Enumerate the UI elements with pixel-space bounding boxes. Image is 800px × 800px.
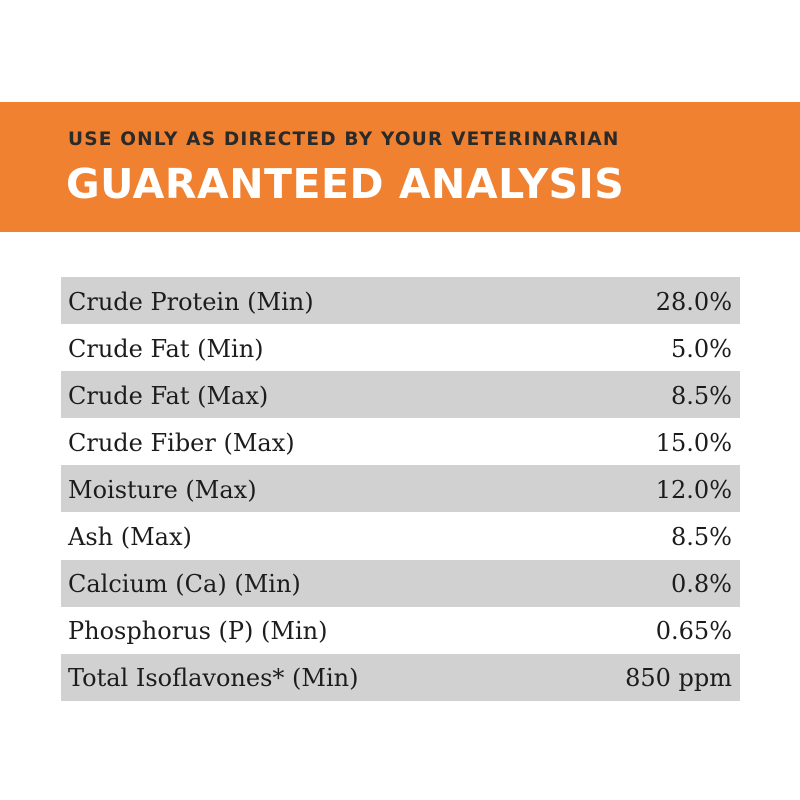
table-row: Ash (Max) 8.5%	[61, 512, 740, 559]
row-label: Total Isoflavones* (Min)	[68, 664, 359, 693]
row-label: Crude Fiber (Max)	[68, 428, 295, 457]
row-value: 850 ppm	[625, 664, 732, 693]
row-value: 5.0%	[671, 334, 732, 363]
page-title: GUARANTEED ANALYSIS	[66, 160, 625, 208]
table-row: Total Isoflavones* (Min) 850 ppm	[61, 653, 740, 701]
row-label: Moisture (Max)	[68, 475, 257, 504]
row-label: Crude Fat (Min)	[68, 334, 264, 363]
table-row: Moisture (Max) 12.0%	[61, 465, 740, 513]
header-banner: USE ONLY AS DIRECTED BY YOUR VETERINARIA…	[0, 102, 800, 232]
row-value: 0.8%	[671, 570, 732, 599]
row-value: 28.0%	[655, 287, 732, 316]
row-label: Crude Protein (Min)	[68, 287, 314, 316]
analysis-table: Crude Protein (Min) 28.0% Crude Fat (Min…	[61, 277, 740, 701]
row-value: 15.0%	[655, 428, 732, 457]
row-value: 8.5%	[671, 381, 732, 410]
subtitle: USE ONLY AS DIRECTED BY YOUR VETERINARIA…	[68, 129, 620, 150]
table-row: Crude Protein (Min) 28.0%	[61, 277, 740, 325]
row-label: Calcium (Ca) (Min)	[68, 570, 301, 599]
row-label: Crude Fat (Max)	[68, 381, 269, 410]
row-value: 0.65%	[655, 617, 732, 646]
row-label: Ash (Max)	[68, 523, 192, 552]
table-row: Crude Fat (Min) 5.0%	[61, 324, 740, 371]
row-value: 8.5%	[671, 523, 732, 552]
table-row: Phosphorus (P) (Min) 0.65%	[61, 607, 740, 654]
table-row: Crude Fat (Max) 8.5%	[61, 371, 740, 419]
row-label: Phosphorus (P) (Min)	[68, 617, 328, 646]
table-row: Crude Fiber (Max) 15.0%	[61, 418, 740, 465]
table-row: Calcium (Ca) (Min) 0.8%	[61, 559, 740, 607]
row-value: 12.0%	[655, 475, 732, 504]
